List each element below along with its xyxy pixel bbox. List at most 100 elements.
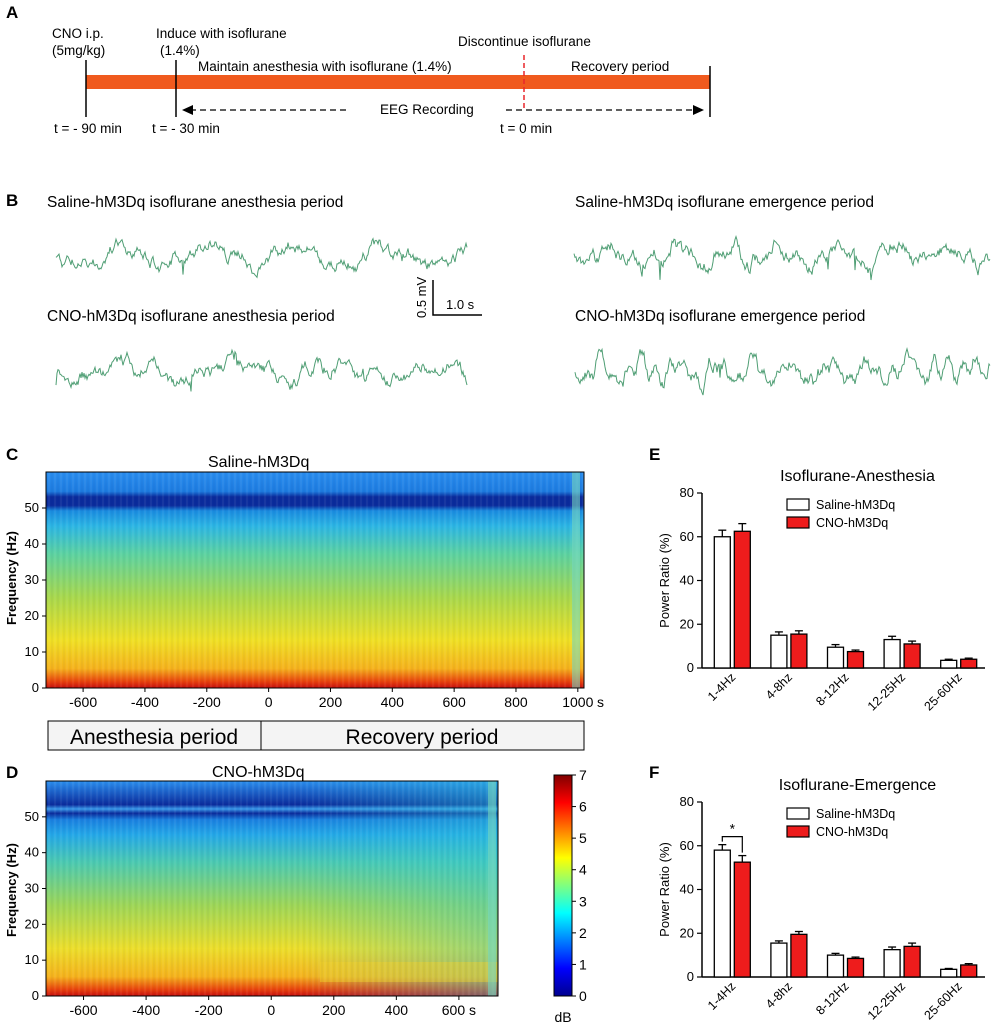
- y-tick-label: 0: [32, 680, 39, 695]
- spectrogram-d-texture: [46, 781, 498, 996]
- x-tick-label: -600: [70, 1002, 98, 1018]
- x-tick-label: 400: [385, 1002, 409, 1018]
- x-tick-label: -600: [69, 694, 97, 710]
- spectrogram-c: [45, 471, 585, 689]
- maintain-label: Maintain anesthesia with isoflurane (1.4…: [198, 59, 452, 74]
- panel-label-e: E: [649, 445, 660, 464]
- colorbar-tick-label: 0: [579, 988, 587, 1004]
- spectrogram-c-edge-artifact: [572, 472, 580, 688]
- x-tick-label: 1-4Hz: [705, 670, 738, 703]
- panel-label-d: D: [6, 763, 18, 782]
- colorbar-tick-label: 6: [579, 799, 587, 815]
- colorbar-tick-label: 5: [579, 830, 587, 846]
- scale-time-label: 1.0 s: [446, 297, 475, 312]
- bar-saline: [770, 634, 788, 669]
- x-tick-label: -400: [131, 694, 159, 710]
- bar-chart-emergence: Isoflurane-Emergence 0 20 40 60 80 Power Ratio…: [657, 777, 985, 1023]
- panel-label-b: B: [6, 191, 18, 210]
- anesthesia-period-box: [47, 720, 262, 751]
- bar-saline: [770, 942, 788, 978]
- bar-saline: [940, 968, 958, 978]
- induce-label: Induce with isoflurane: [156, 26, 287, 41]
- x-tick-label: 25-60Hz: [922, 670, 965, 713]
- period-bar: Anesthesia period Recovery period: [47, 720, 585, 751]
- bar-cno: [733, 861, 751, 978]
- bar-cno: [960, 658, 978, 669]
- y-tick-label: 40: [25, 845, 39, 860]
- spectrogram-c-ylabel: Frequency (Hz): [4, 531, 19, 625]
- bar-cno: [733, 530, 751, 669]
- x-tick-label: 8-12Hz: [813, 670, 851, 708]
- eeg-label: EEG Recording: [380, 102, 474, 117]
- bar-cno: [903, 945, 921, 978]
- recovery-period-label: Recovery period: [346, 726, 499, 749]
- spectrogram-c-texture: [46, 472, 584, 688]
- chart-title: Isoflurane-Anesthesia: [780, 468, 935, 485]
- recovery-label: Recovery period: [571, 59, 669, 74]
- legend-label: CNO-hM3Dq: [816, 516, 888, 530]
- eeg-arrowhead-left: [182, 105, 193, 115]
- y-tick-label: 30: [25, 572, 39, 587]
- x-tick-label: -200: [193, 694, 221, 710]
- y-tick-label: 50: [25, 809, 39, 824]
- chart-title: Isoflurane-Emergence: [779, 777, 937, 794]
- bar-cno: [790, 933, 808, 978]
- x-tick-label: 800: [504, 694, 528, 710]
- bar-saline: [940, 659, 958, 669]
- x-tick-label: -200: [195, 1002, 223, 1018]
- y-tick-label: 50: [25, 500, 39, 515]
- colorbar-ticks: 0 1 2 3 4 5 6 7: [572, 767, 587, 1004]
- x-tick-label: 400: [381, 694, 405, 710]
- y-tick-label: 20: [25, 916, 39, 931]
- x-tick-label: 1000: [562, 694, 593, 710]
- y-tick-label: 60: [680, 838, 694, 853]
- x-tick-label: -400: [132, 1002, 160, 1018]
- anesthesia-bar: [86, 75, 710, 89]
- x-tick-label: 0: [267, 1002, 275, 1018]
- spectrogram-d: [45, 780, 499, 997]
- bar-cno: [846, 957, 865, 978]
- x-tick-label: 8-12Hz: [813, 979, 851, 1017]
- eeg-trace-saline-anesthesia: [55, 237, 468, 279]
- scale-voltage-label: 0.5 mV: [414, 276, 429, 318]
- bar-cno: [960, 964, 978, 978]
- t1-label: t = - 90 min: [54, 121, 122, 136]
- timeline: CNO i.p. (5mg/kg) Induce with isoflurane…: [52, 26, 711, 136]
- bar-chart-anesthesia: Isoflurane-Anesthesia 0 20 40 60 80 Power Rati…: [657, 468, 985, 714]
- x-tick-label: 1-4Hz: [705, 979, 738, 1012]
- x-tick-label: 200: [319, 694, 343, 710]
- y-tick-label: 80: [680, 794, 694, 809]
- t2-label: t = - 30 min: [152, 121, 220, 136]
- bar-saline: [826, 646, 845, 669]
- t3-label: t = 0 min: [500, 121, 552, 136]
- colorbar-tick-label: 7: [579, 767, 587, 783]
- significance-star: *: [730, 821, 736, 837]
- eeg-trace-saline-emergence: [573, 234, 991, 281]
- trace-title-saline-anesthesia: Saline-hM3Dq isoflurane anesthesia perio…: [47, 194, 343, 211]
- bar-cno: [846, 650, 865, 669]
- trace-title-cno-emergence: CNO-hM3Dq isoflurane emergence period: [575, 308, 865, 325]
- panel-label-c: C: [6, 445, 18, 464]
- y-tick-label: 20: [680, 925, 694, 940]
- x-tick-label: 4-8hz: [763, 979, 795, 1011]
- x-tick-label: 4-8hz: [763, 670, 795, 702]
- legend-label: Saline-hM3Dq: [816, 498, 895, 512]
- x-tick-label: 12-25Hz: [865, 670, 908, 713]
- anesthesia-period-label: Anesthesia period: [70, 726, 238, 749]
- x-tick-label: 0: [265, 694, 273, 710]
- discontinue-label: Discontinue isoflurane: [458, 34, 591, 49]
- panel-label-a: A: [6, 3, 18, 22]
- scale-bar-lines: [432, 280, 482, 316]
- y-axis-label: Power Ratio (%): [657, 533, 672, 628]
- y-tick-label: 20: [680, 616, 694, 631]
- y-tick-label: 30: [25, 881, 39, 896]
- x-tick-label: 25-60Hz: [922, 979, 965, 1022]
- y-axis-label: Power Ratio (%): [657, 842, 672, 937]
- significance-bracket: [721, 836, 743, 853]
- x-tick-label: 12-25Hz: [865, 979, 908, 1022]
- cno-label: CNO i.p.: [52, 26, 104, 41]
- bar-cno: [790, 633, 808, 669]
- trace-title-cno-anesthesia: CNO-hM3Dq isoflurane anesthesia period: [47, 308, 335, 325]
- y-tick-label: 0: [687, 969, 694, 984]
- x-tick-label: 600: [442, 694, 466, 710]
